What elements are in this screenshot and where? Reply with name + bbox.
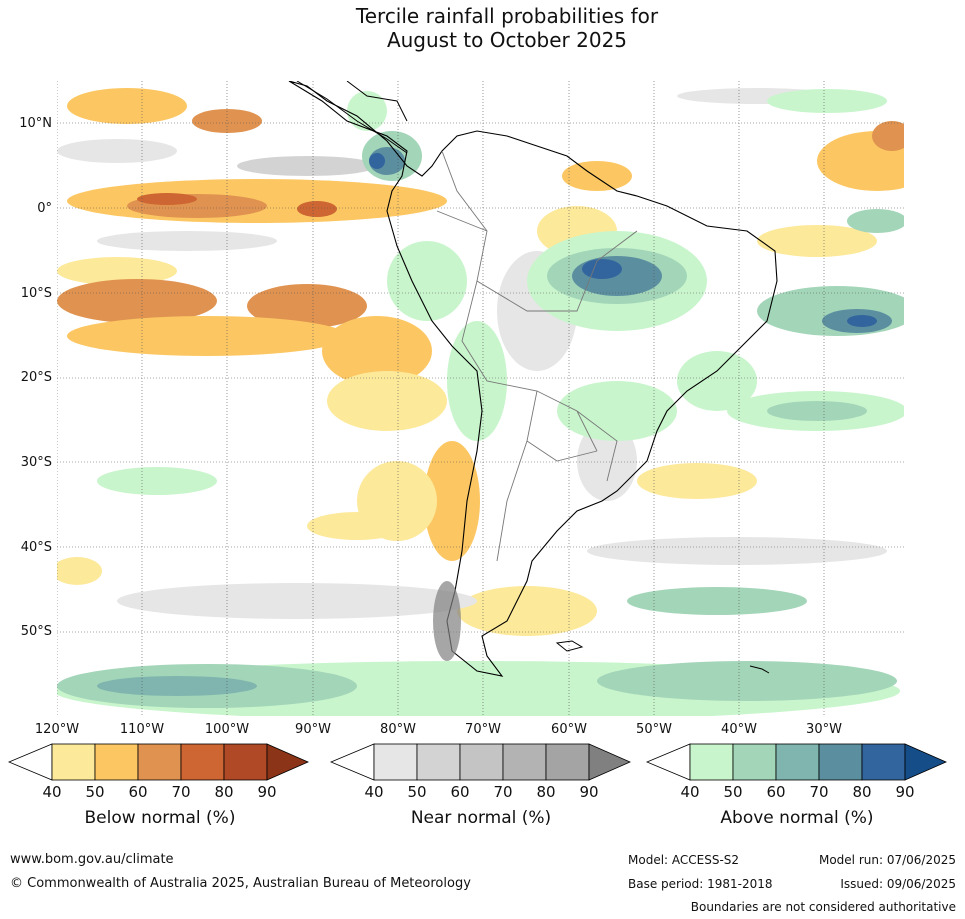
near-normal-colorbar	[330, 743, 631, 781]
below-cbar-seg-1	[51, 743, 96, 781]
issued-text: Issued: 09/06/2025	[840, 877, 956, 891]
below-cbar-seg-3	[137, 743, 182, 781]
below-tick-50: 50	[85, 783, 105, 801]
above-tick-50: 50	[723, 783, 743, 801]
lon-label-50w: 50°W	[636, 722, 672, 737]
near-cbar-seg-3	[459, 743, 504, 781]
near-cbar-seg-2	[416, 743, 461, 781]
lon-label-40w: 40°W	[721, 722, 757, 737]
above-tick-40: 40	[680, 783, 700, 801]
above-tick-60: 60	[766, 783, 786, 801]
website-link[interactable]: www.bom.gov.au/climate	[10, 852, 174, 867]
below-cbar-seg-5	[223, 743, 268, 781]
near-cbar-seg-0	[330, 743, 375, 781]
above-tick-80: 80	[852, 783, 872, 801]
lon-label-100w: 100°W	[204, 722, 250, 737]
lat-label-50s: 50°S	[20, 624, 52, 639]
lon-label-30w: 30°W	[806, 722, 842, 737]
lat-label-0: 0°	[37, 201, 52, 216]
lon-label-80w: 80°W	[380, 722, 416, 737]
map-title-line2: August to October 2025	[386, 28, 628, 52]
below-cbar-seg-0	[8, 743, 53, 781]
below-tick-70: 70	[171, 783, 191, 801]
near-tick-70: 70	[493, 783, 513, 801]
graticule	[57, 81, 904, 716]
above-cbar-seg-3	[775, 743, 820, 781]
lon-label-120w: 120°W	[34, 722, 80, 737]
falkland-islands	[555, 640, 584, 652]
near-normal-label: Near normal (%)	[410, 808, 552, 828]
model-text: Model: ACCESS-S2	[628, 853, 740, 867]
lat-label-40s: 40°S	[20, 540, 52, 555]
above-cbar-seg-2	[732, 743, 777, 781]
base-period-text: Base period: 1981-2018	[628, 877, 773, 891]
copyright-text: © Commonwealth of Australia 2025, Austra…	[10, 876, 471, 891]
lon-label-60w: 60°W	[551, 722, 587, 737]
below-tick-80: 80	[214, 783, 234, 801]
below-normal-colorbar	[8, 743, 309, 781]
near-tick-50: 50	[407, 783, 427, 801]
above-cbar-seg-6	[904, 743, 947, 781]
country-borders	[436, 150, 638, 562]
above-tick-90: 90	[895, 783, 915, 801]
south-georgia	[749, 665, 770, 674]
lon-label-90w: 90°W	[295, 722, 331, 737]
probability-map	[57, 81, 904, 716]
lat-label-30s: 30°S	[20, 455, 52, 470]
above-normal-label: Above normal (%)	[720, 808, 874, 828]
near-cbar-seg-6	[588, 743, 631, 781]
above-tick-70: 70	[809, 783, 829, 801]
near-cbar-seg-5	[545, 743, 590, 781]
below-normal-label: Below normal (%)	[84, 808, 236, 828]
near-tick-90: 90	[579, 783, 599, 801]
model-run-text: Model run: 07/06/2025	[818, 853, 956, 867]
lat-label-20s: 20°S	[20, 370, 52, 385]
lat-label-10s: 10°S	[20, 286, 52, 301]
near-cbar-seg-1	[373, 743, 418, 781]
lon-label-110w: 110°W	[119, 722, 165, 737]
below-cbar-seg-4	[180, 743, 225, 781]
below-normal-areas	[57, 88, 904, 636]
above-cbar-seg-0	[646, 743, 691, 781]
above-cbar-seg-4	[818, 743, 863, 781]
lon-label-70w: 70°W	[465, 722, 501, 737]
below-tick-90: 90	[257, 783, 277, 801]
near-tick-60: 60	[450, 783, 470, 801]
lat-label-10n: 10°N	[19, 116, 52, 131]
below-tick-60: 60	[128, 783, 148, 801]
central-america-coastline	[296, 81, 408, 154]
south-america-coastline	[288, 81, 778, 677]
above-cbar-seg-1	[689, 743, 734, 781]
near-cbar-seg-4	[502, 743, 547, 781]
near-tick-80: 80	[536, 783, 556, 801]
above-cbar-seg-5	[861, 743, 906, 781]
below-cbar-seg-2	[94, 743, 139, 781]
above-normal-areas	[57, 89, 904, 716]
below-tick-40: 40	[42, 783, 62, 801]
boundaries-disclaimer: Boundaries are not considered authoritat…	[690, 900, 956, 914]
above-normal-colorbar	[646, 743, 947, 781]
below-cbar-seg-6	[266, 743, 309, 781]
near-tick-40: 40	[364, 783, 384, 801]
map-title-line1: Tercile rainfall probabilities for	[355, 4, 659, 28]
